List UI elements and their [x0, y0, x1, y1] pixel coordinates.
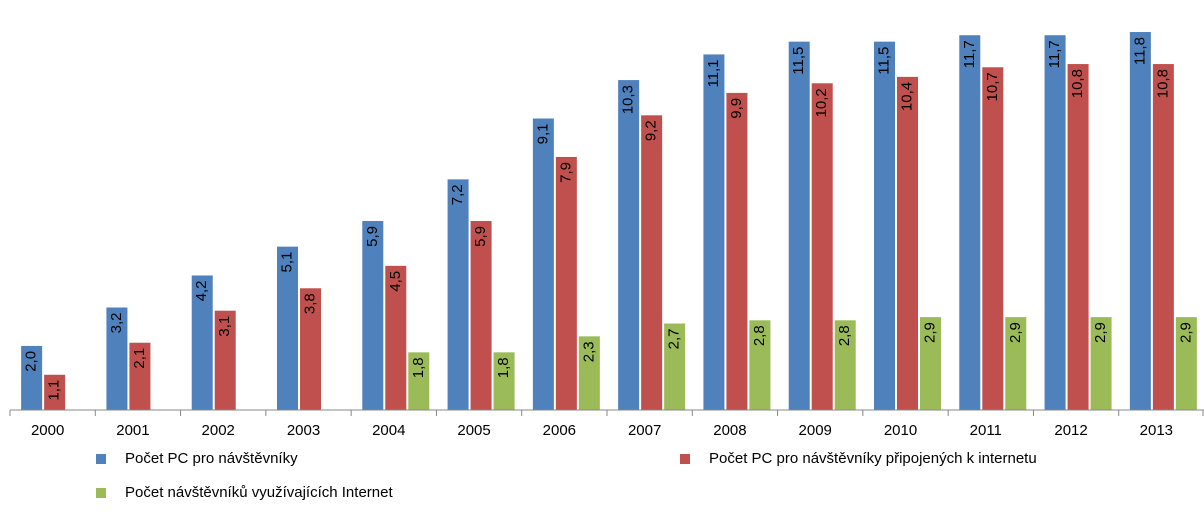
value-label: 7,9: [557, 162, 574, 183]
value-label: 1,1: [46, 380, 63, 401]
value-label: 2,9: [1092, 322, 1109, 343]
bar: [959, 35, 981, 410]
value-label: 9,1: [534, 124, 551, 145]
legend-label: Počet PC pro návštěvníky: [125, 450, 298, 467]
bar: [788, 41, 810, 410]
bar: [749, 320, 771, 410]
x-tick-label: 2001: [116, 422, 149, 439]
value-label: 3,2: [108, 313, 125, 334]
x-tick-label: 2013: [1140, 422, 1173, 439]
bar: [1067, 64, 1089, 410]
bar: [106, 307, 128, 410]
value-label: 11,5: [875, 47, 892, 75]
value-label: 9,2: [643, 120, 660, 141]
bar: [447, 179, 469, 410]
bar: [1005, 317, 1027, 410]
value-label: 11,1: [705, 59, 722, 87]
x-tick-label: 2000: [31, 422, 64, 439]
legend-label: Počet PC pro návštěvníky připojených k i…: [709, 450, 1037, 467]
value-label: 11,5: [790, 47, 807, 75]
bar: [703, 54, 725, 410]
value-label: 2,9: [1177, 322, 1194, 343]
bar: [641, 115, 663, 410]
x-tick-label: 2012: [1054, 422, 1087, 439]
x-tick-label: 2004: [372, 422, 405, 439]
bar: [277, 246, 298, 410]
bar: [21, 345, 43, 410]
x-tick-label: 2007: [628, 422, 661, 439]
bar: [1044, 35, 1066, 410]
value-label: 11,7: [1046, 40, 1063, 68]
bar: [1090, 317, 1112, 410]
value-label: 2,8: [751, 325, 768, 346]
bar: [874, 41, 895, 410]
x-tick-label: 2009: [799, 422, 832, 439]
value-label: 11,7: [961, 40, 978, 68]
x-tick-label: 2003: [287, 422, 320, 439]
bar: [493, 352, 515, 410]
bar: [555, 156, 577, 410]
bar: [834, 320, 856, 410]
value-label: 10,2: [813, 88, 830, 117]
value-label: 3,1: [216, 316, 233, 337]
bar: [920, 317, 941, 410]
bar: [811, 83, 833, 410]
value-label: 10,8: [1069, 69, 1086, 98]
value-label: 2,0: [23, 351, 40, 372]
bar: [982, 67, 1004, 410]
bar: [470, 221, 492, 410]
value-label: 9,9: [728, 98, 745, 119]
value-label: 2,7: [666, 329, 683, 350]
value-label: 11,8: [1131, 37, 1148, 65]
value-label: 2,3: [580, 341, 597, 362]
value-label: 4,2: [193, 280, 210, 301]
bar: [897, 76, 918, 410]
bar: [1175, 317, 1197, 410]
value-label: 5,1: [278, 252, 295, 273]
bar: [532, 118, 554, 410]
value-label: 2,8: [836, 325, 853, 346]
value-label: 1,8: [410, 357, 427, 378]
bar: [362, 221, 384, 410]
bar: [664, 323, 686, 410]
bar: [618, 80, 640, 410]
value-label: 10,7: [984, 72, 1001, 101]
value-label: 7,2: [449, 184, 466, 205]
bar: [214, 310, 236, 410]
value-label: 2,1: [131, 348, 148, 369]
value-label: 10,3: [620, 85, 637, 114]
bar: [300, 288, 321, 410]
bar: [129, 342, 151, 410]
value-label: 5,9: [364, 226, 381, 247]
value-label: 10,8: [1154, 69, 1171, 98]
bar: [408, 352, 430, 410]
value-label: 2,9: [921, 322, 938, 343]
bar: [44, 374, 66, 410]
bar: [385, 265, 407, 410]
value-label: 10,4: [898, 82, 915, 111]
x-tick-label: 2010: [884, 422, 917, 439]
bar: [191, 275, 213, 410]
x-tick-label: 2002: [202, 422, 235, 439]
legend-label: Počet návštěvníků využívajících Internet: [125, 484, 393, 501]
value-label: 3,8: [301, 293, 318, 314]
x-tick-label: 2008: [713, 422, 746, 439]
value-label: 1,8: [495, 357, 512, 378]
bar: [1152, 64, 1174, 410]
bar: [726, 92, 748, 410]
legend-swatch: [680, 454, 690, 464]
value-label: 5,9: [472, 226, 489, 247]
value-label: 4,5: [387, 271, 404, 292]
value-label: 2,9: [1007, 322, 1024, 343]
x-tick-label: 2005: [457, 422, 490, 439]
bar: [1129, 32, 1151, 410]
legend-swatch: [96, 488, 106, 498]
x-tick-label: 2011: [970, 422, 1002, 439]
bar: [578, 336, 600, 410]
legend-swatch: [96, 454, 106, 464]
x-tick-label: 2006: [543, 422, 576, 439]
